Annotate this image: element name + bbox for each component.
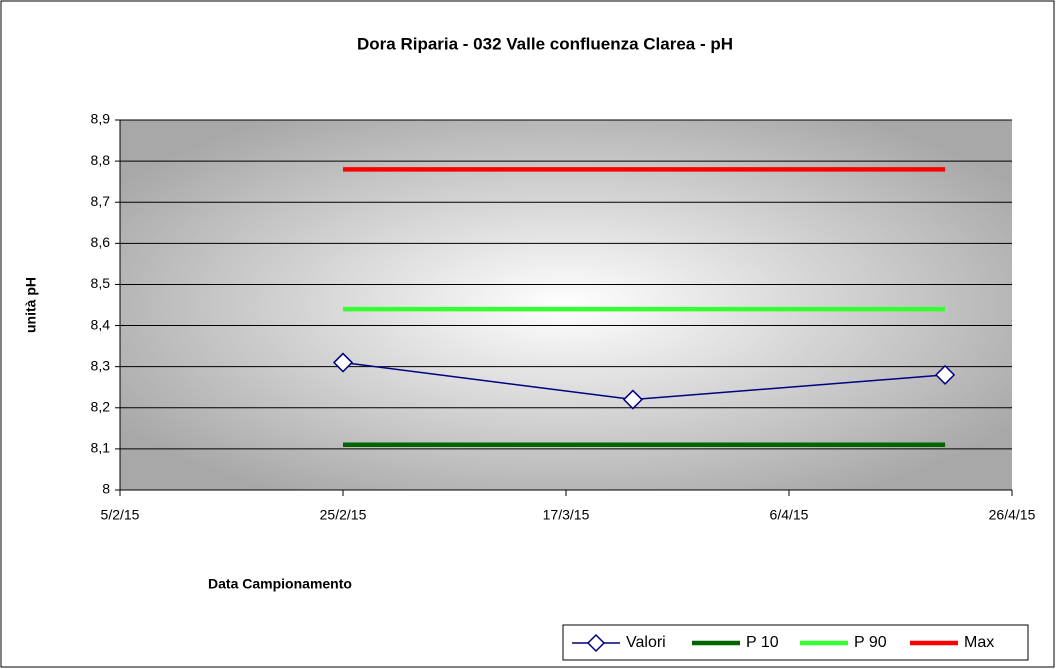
legend-marker xyxy=(586,633,606,653)
x-tick-label: 25/2/15 xyxy=(320,507,367,523)
y-tick-label: 8,7 xyxy=(91,193,111,209)
legend-label: Valori xyxy=(626,634,666,651)
y-tick-label: 8,5 xyxy=(91,275,111,291)
y-tick-label: 8,9 xyxy=(91,111,111,127)
y-tick-label: 8,3 xyxy=(91,357,111,373)
data-marker xyxy=(935,364,956,385)
y-tick-label: 8,2 xyxy=(91,398,111,414)
y-tick-label: 8,6 xyxy=(91,234,111,250)
y-tick-label: 8 xyxy=(102,481,110,497)
x-tick-label: 26/4/15 xyxy=(989,507,1036,523)
legend-label: Max xyxy=(964,634,994,651)
y-axis-label: unità pH xyxy=(23,277,39,333)
legend-label: P 90 xyxy=(854,634,887,651)
y-tick-label: 8,8 xyxy=(91,152,111,168)
legend-label: P 10 xyxy=(746,634,779,651)
y-tick-label: 8,4 xyxy=(91,316,111,332)
data-marker xyxy=(622,389,643,410)
x-tick-label: 5/2/15 xyxy=(101,507,140,523)
x-tick-label: 17/3/15 xyxy=(543,507,590,523)
x-axis-label: Data Campionamento xyxy=(208,576,352,592)
chart-title: Dora Riparia - 032 Valle confluenza Clar… xyxy=(357,34,733,53)
y-tick-label: 8,1 xyxy=(91,440,111,456)
plot-area xyxy=(120,120,1012,490)
x-tick-label: 6/4/15 xyxy=(770,507,809,523)
data-marker xyxy=(332,352,354,373)
